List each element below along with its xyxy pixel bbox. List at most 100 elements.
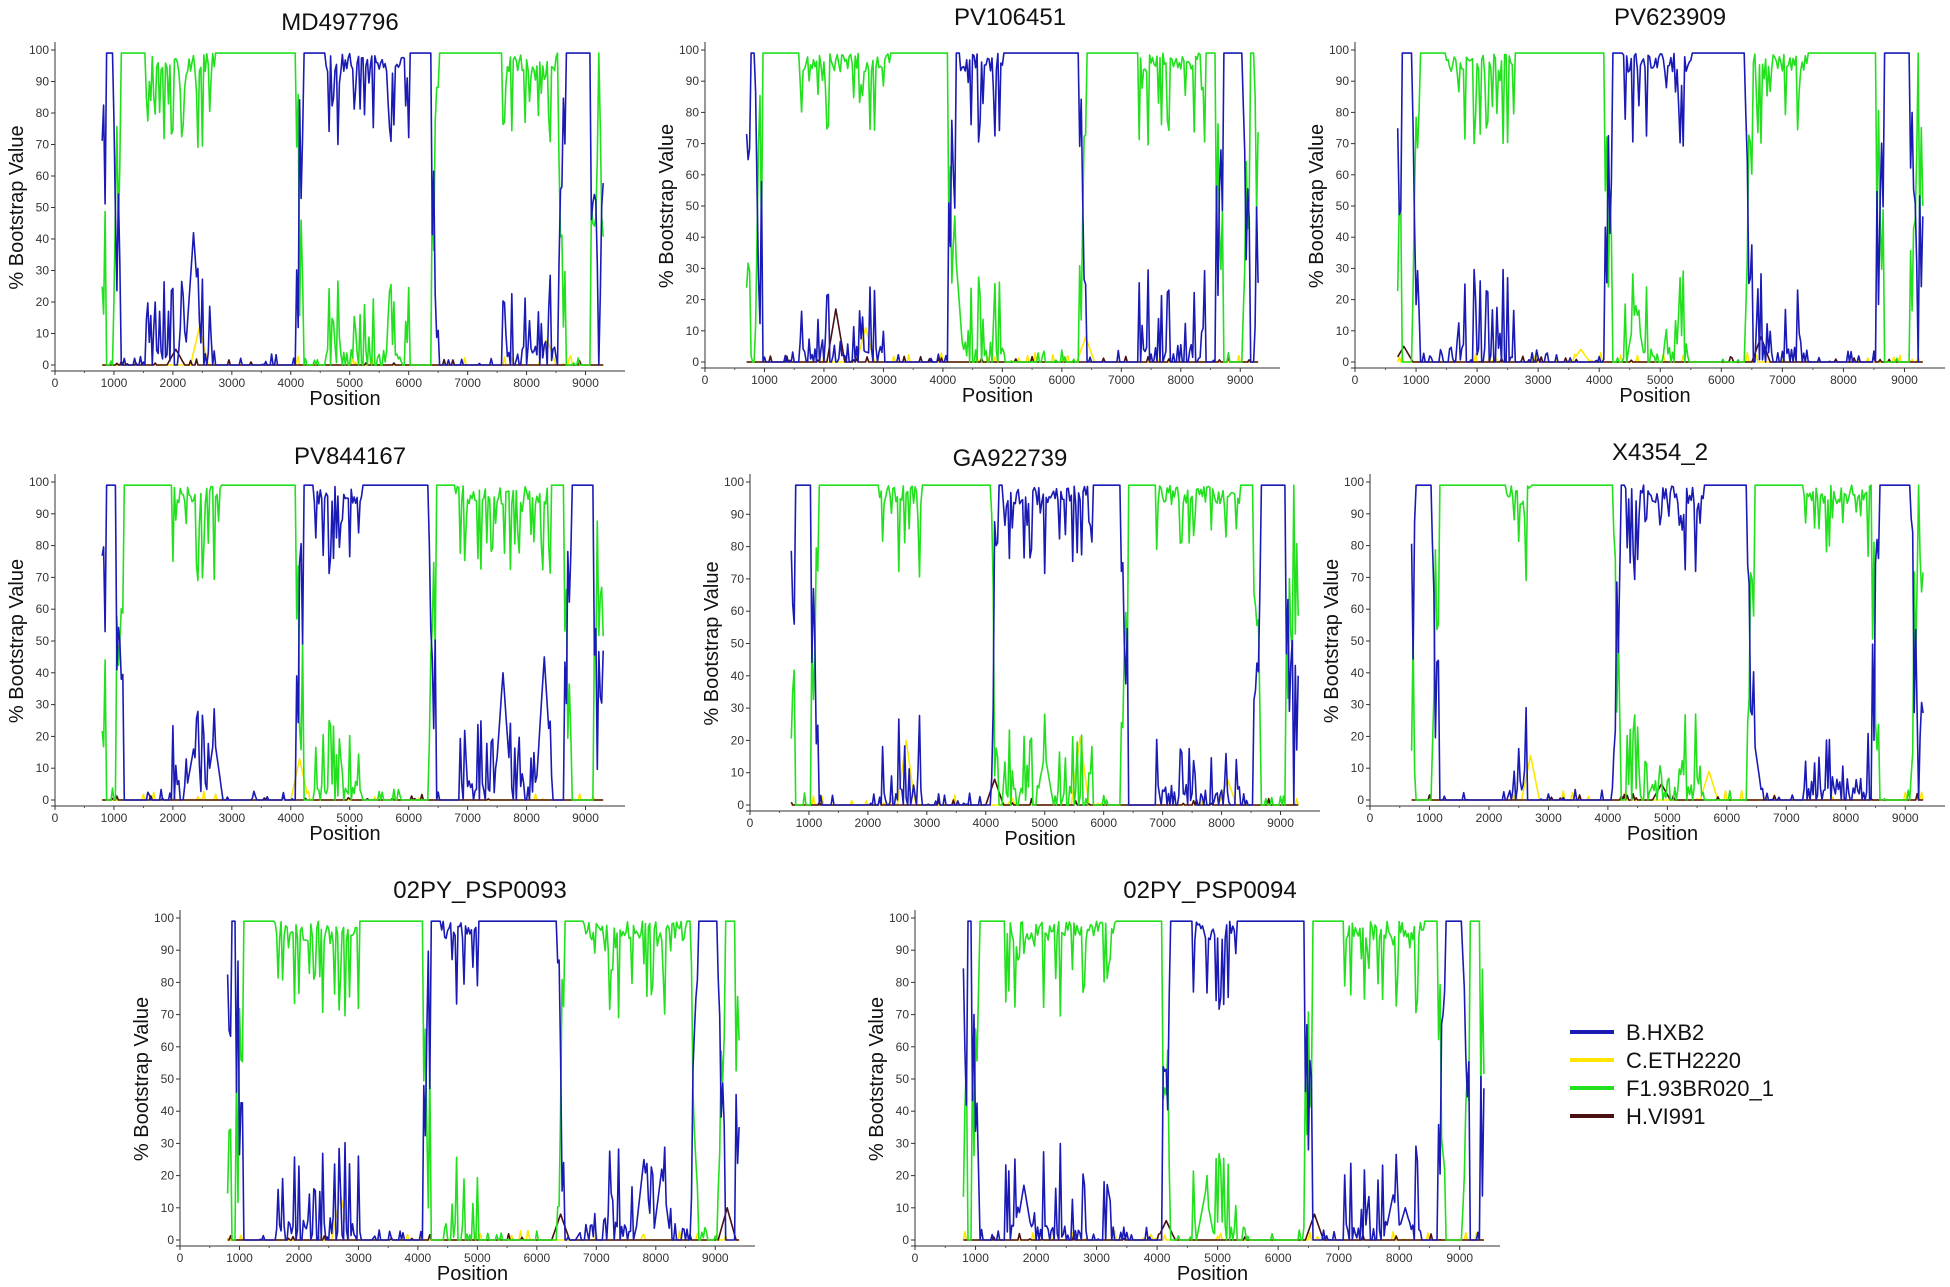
x-tick-label: 2000 bbox=[160, 811, 187, 825]
y-tick-label: 40 bbox=[896, 1104, 910, 1118]
x-tick-label: 6000 bbox=[395, 376, 422, 390]
x-axis-label: Position bbox=[1627, 823, 1698, 845]
y-tick-label: 80 bbox=[1351, 539, 1365, 553]
series-f1-93br020-1 bbox=[226, 920, 740, 1241]
x-tick-label: 9000 bbox=[572, 376, 599, 390]
y-axis-label: % Bootstrap Value bbox=[1306, 124, 1328, 288]
x-axis-label: Position bbox=[309, 388, 380, 410]
y-tick-label: 40 bbox=[1336, 230, 1350, 244]
series-b-hxb2 bbox=[962, 920, 1485, 1241]
y-tick-label: 30 bbox=[1351, 698, 1365, 712]
y-tick-label: 0 bbox=[902, 1233, 909, 1247]
y-tick-label: 80 bbox=[161, 975, 175, 989]
legend-label-b-hxb2: B.HXB2 bbox=[1626, 1020, 1704, 1045]
series-h-vi991 bbox=[746, 308, 1259, 363]
x-tick-label: 0 bbox=[177, 1251, 184, 1265]
y-tick-label: 70 bbox=[1336, 137, 1350, 151]
legend-label-f1-93br020-1: F1.93BR020_1 bbox=[1626, 1076, 1774, 1101]
x-tick-label: 5000 bbox=[464, 1251, 491, 1265]
x-tick-label: 4000 bbox=[277, 376, 304, 390]
x-tick-label: 6000 bbox=[1265, 1251, 1292, 1265]
x-tick-label: 0 bbox=[747, 816, 754, 830]
y-tick-label: 10 bbox=[896, 1201, 910, 1215]
series-f1-93br020-1 bbox=[101, 484, 604, 801]
x-tick-label: 2000 bbox=[1023, 1251, 1050, 1265]
y-tick-label: 60 bbox=[161, 1040, 175, 1054]
y-tick-label: 40 bbox=[36, 666, 50, 680]
y-tick-label: 80 bbox=[36, 539, 50, 553]
y-tick-label: 90 bbox=[1351, 507, 1365, 521]
y-tick-label: 10 bbox=[1336, 324, 1350, 338]
x-tick-label: 7000 bbox=[1149, 816, 1176, 830]
x-tick-label: 4000 bbox=[1144, 1251, 1171, 1265]
y-tick-label: 0 bbox=[42, 358, 49, 372]
y-tick-label: 50 bbox=[896, 1072, 910, 1086]
x-tick-label: 2000 bbox=[855, 816, 882, 830]
x-tick-label: 3000 bbox=[1535, 811, 1562, 825]
y-tick-label: 100 bbox=[29, 43, 49, 57]
series-b-hxb2 bbox=[101, 484, 604, 801]
x-tick-label: 8000 bbox=[642, 1251, 669, 1265]
y-tick-label: 100 bbox=[889, 911, 909, 925]
x-tick-label: 1000 bbox=[101, 811, 128, 825]
y-tick-label: 30 bbox=[731, 701, 745, 715]
x-tick-label: 5000 bbox=[989, 373, 1016, 387]
x-axis-label: Position bbox=[309, 823, 380, 845]
y-tick-label: 20 bbox=[36, 295, 50, 309]
y-tick-label: 10 bbox=[36, 327, 50, 341]
x-tick-label: 4000 bbox=[277, 811, 304, 825]
panel-title: GA922739 bbox=[953, 445, 1068, 472]
y-tick-label: 60 bbox=[1351, 602, 1365, 616]
x-axis-label: Position bbox=[1004, 828, 1075, 850]
y-tick-label: 40 bbox=[36, 232, 50, 246]
x-tick-label: 8000 bbox=[1167, 373, 1194, 387]
x-tick-label: 0 bbox=[912, 1251, 919, 1265]
x-tick-label: 8000 bbox=[1208, 816, 1235, 830]
y-tick-label: 40 bbox=[731, 669, 745, 683]
y-tick-label: 30 bbox=[161, 1136, 175, 1150]
x-tick-label: 5000 bbox=[1647, 373, 1674, 387]
series-f1-93br020-1 bbox=[745, 52, 1259, 363]
y-tick-label: 40 bbox=[1351, 666, 1365, 680]
y-axis-label: % Bootstrap Value bbox=[701, 561, 723, 725]
y-tick-label: 70 bbox=[36, 138, 50, 152]
x-tick-label: 1000 bbox=[751, 373, 778, 387]
series-f1-93br020-1 bbox=[1396, 52, 1924, 363]
x-tick-label: 6000 bbox=[1708, 373, 1735, 387]
y-tick-label: 50 bbox=[161, 1072, 175, 1086]
y-tick-label: 90 bbox=[896, 943, 910, 957]
x-tick-label: 7000 bbox=[1108, 373, 1135, 387]
x-tick-label: 7000 bbox=[1769, 373, 1796, 387]
x-tick-label: 1000 bbox=[1416, 811, 1443, 825]
y-tick-label: 60 bbox=[686, 168, 700, 182]
y-tick-label: 50 bbox=[1351, 634, 1365, 648]
y-axis-label: % Bootstrap Value bbox=[6, 559, 28, 723]
y-tick-label: 80 bbox=[1336, 105, 1350, 119]
y-tick-label: 50 bbox=[731, 637, 745, 651]
x-tick-label: 6000 bbox=[1048, 373, 1075, 387]
legend-label-c-eth2220: C.ETH2220 bbox=[1626, 1048, 1741, 1073]
x-tick-label: 8000 bbox=[1386, 1251, 1413, 1265]
y-tick-label: 70 bbox=[1351, 570, 1365, 584]
x-tick-label: 3000 bbox=[218, 376, 245, 390]
y-axis-label: % Bootstrap Value bbox=[131, 997, 153, 1161]
y-tick-label: 20 bbox=[896, 1169, 910, 1183]
x-tick-label: 3000 bbox=[870, 373, 897, 387]
y-tick-label: 0 bbox=[692, 355, 699, 369]
y-tick-label: 70 bbox=[896, 1008, 910, 1022]
series-f1-93br020-1 bbox=[790, 484, 1299, 806]
x-tick-label: 1000 bbox=[796, 816, 823, 830]
y-tick-label: 50 bbox=[1336, 199, 1350, 213]
y-tick-label: 90 bbox=[686, 74, 700, 88]
x-tick-label: 2000 bbox=[286, 1251, 313, 1265]
x-tick-label: 3000 bbox=[345, 1251, 372, 1265]
y-tick-label: 10 bbox=[36, 761, 50, 775]
y-tick-label: 70 bbox=[731, 572, 745, 586]
y-tick-label: 0 bbox=[737, 798, 744, 812]
y-tick-label: 80 bbox=[686, 105, 700, 119]
x-tick-label: 2000 bbox=[160, 376, 187, 390]
